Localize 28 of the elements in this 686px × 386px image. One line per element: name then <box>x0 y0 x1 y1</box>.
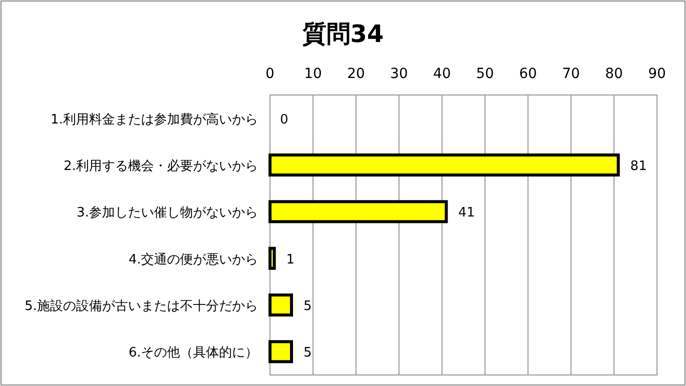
y-tick-label: 4.交通の便が悪いから <box>128 251 258 268</box>
x-tick-label: 90 <box>648 66 666 82</box>
y-tick-label: 3.参加したい催し物がないから <box>76 206 258 221</box>
x-tick-label: 0 <box>266 66 274 82</box>
x-tick-label: 20 <box>347 66 365 82</box>
bar <box>268 294 293 316</box>
bar <box>268 246 276 270</box>
y-tick-label: 1.利用料金または参加費が高いから <box>50 111 258 128</box>
data-label: 0 <box>280 112 288 128</box>
bar <box>268 340 293 364</box>
y-tick-label: 5.施設の設備が古いまたは不十分だから <box>24 299 258 314</box>
data-label: 1 <box>286 252 295 268</box>
y-tick-label: 2.利用する機会・必要がないから <box>64 159 258 174</box>
data-label: 5 <box>304 346 312 361</box>
x-tick-label: 70 <box>562 66 580 82</box>
data-label: 5 <box>304 299 312 314</box>
x-tick-label: 40 <box>433 66 451 82</box>
x-tick-label: 50 <box>476 66 494 82</box>
x-tick-label: 30 <box>390 66 408 82</box>
data-label: 41 <box>458 206 475 221</box>
x-tick-label: 60 <box>519 66 537 82</box>
x-tick-label: 10 <box>304 66 322 82</box>
bar <box>268 154 620 176</box>
chart-title: 質問34 <box>301 20 384 48</box>
bar <box>268 200 448 224</box>
data-label: 81 <box>630 159 647 174</box>
x-tick-label: 80 <box>605 66 623 82</box>
y-tick-label: 6.その他（具体的に） <box>128 346 258 361</box>
